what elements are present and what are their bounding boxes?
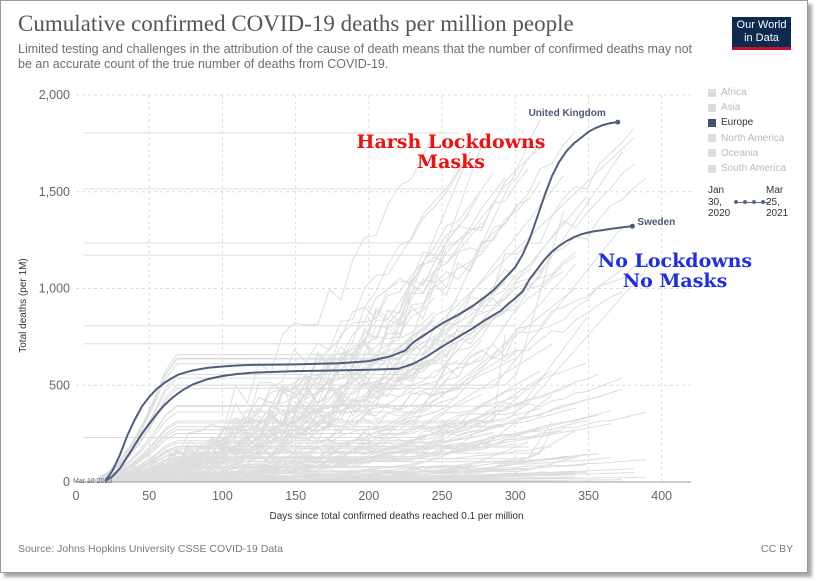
background-country-line [83, 410, 611, 483]
chart-frame: Cumulative confirmed COVID-19 deaths per… [0, 0, 808, 573]
annotation-blue-line-1: No Lockdowns [597, 250, 753, 272]
background-country-line [83, 399, 529, 483]
timeline-start-label: Jan 30, 2020 [708, 185, 731, 219]
legend-swatch [708, 88, 716, 97]
legend-swatch [708, 149, 716, 158]
series-line-united-kingdom [104, 121, 618, 482]
background-country-line [83, 151, 471, 483]
series-endpoint [615, 119, 621, 125]
line-chart: 0 500 1,000 1,500 2,000 0 50 100 150 200 250 300 350… [18, 88, 691, 522]
annotation-red-line-1: Harsh Lockdowns [356, 131, 546, 153]
legend-item-europe[interactable]: Europe [708, 115, 786, 130]
region-legend: Africa Asia Europe North America Oceania Sout… [708, 85, 786, 176]
chart-title: Cumulative confirmed COVID-19 deaths per… [18, 11, 574, 36]
legend-label: Africa [721, 87, 747, 99]
annotation-blue-line-2: No Masks [622, 270, 728, 292]
series-label: Sweden [637, 217, 675, 228]
our-world-in-data-logo[interactable]: Our World in Data [732, 17, 791, 50]
legend-swatch [708, 164, 716, 173]
logo-line-2: in Data [744, 32, 779, 44]
background-country-line [83, 195, 588, 483]
annotation-no-lockdowns: No Lockdowns No Masks [587, 251, 763, 291]
legend-label: South America [721, 163, 787, 175]
x-tick-label: 100 [212, 489, 233, 503]
background-country-line [83, 226, 623, 483]
background-country-line [83, 427, 553, 483]
background-country-line [83, 407, 541, 483]
background-country-lines [83, 119, 646, 483]
y-tick-label: 1,000 [39, 282, 70, 296]
background-country-line [83, 394, 553, 483]
legend-swatch [708, 118, 716, 127]
legend-label: Oceania [721, 147, 759, 159]
x-tick-label: 300 [505, 489, 526, 503]
x-tick-label: 400 [651, 489, 672, 503]
annotation-harsh-lockdowns: Harsh Lockdowns Masks [356, 132, 546, 172]
background-country-line [83, 343, 553, 483]
start-date-label: Mar 10 2020 [73, 478, 112, 485]
legend-swatch [708, 103, 716, 112]
background-country-line [83, 269, 646, 483]
background-country-line [83, 256, 553, 483]
license-label[interactable]: CC BY [761, 543, 794, 555]
x-tick-label: 150 [285, 489, 306, 503]
x-tick-label: 200 [358, 489, 379, 503]
legend-swatch [708, 134, 716, 143]
x-tick-label: 0 [73, 489, 80, 503]
y-tick-label: 1,500 [39, 185, 70, 199]
x-axis-label: Days since total confirmed deaths reache… [269, 511, 523, 522]
x-tick-label: 250 [432, 489, 453, 503]
source-note: Source: Johns Hopkins University CSSE CO… [18, 543, 283, 555]
background-country-line [83, 151, 471, 483]
y-tick-label: 500 [49, 378, 70, 392]
x-tick-label: 350 [578, 489, 599, 503]
chart-subtitle: Limited testing and challenges in the at… [18, 42, 693, 71]
background-country-line [83, 464, 588, 483]
legend-item-north-america[interactable]: North America [708, 131, 786, 146]
legend-item-south-america[interactable]: South America [708, 161, 786, 176]
logo-line-1: Our World [736, 19, 787, 31]
background-country-line [83, 317, 588, 483]
background-country-line [83, 360, 459, 483]
legend-item-oceania[interactable]: Oceania [708, 146, 786, 161]
background-country-line [83, 271, 564, 483]
background-country-line [83, 264, 576, 483]
background-country-line [83, 266, 529, 483]
y-tick-label: 0 [63, 475, 70, 489]
series-line-sweden [104, 225, 633, 482]
legend-item-africa[interactable]: Africa [708, 85, 786, 100]
timeline-end-label: Mar 25, 2021 [766, 185, 789, 219]
series-label: United Kingdom [529, 108, 606, 119]
legend-label: Asia [721, 102, 741, 114]
legend-label: Europe [721, 117, 754, 129]
timeline-track[interactable] [734, 200, 770, 204]
legend-label: North America [721, 132, 785, 144]
background-country-line [83, 453, 541, 483]
series-endpoint [629, 223, 635, 229]
legend-item-asia[interactable]: Asia [708, 100, 786, 115]
y-axis-label: Total deaths (per 1M) [18, 258, 29, 353]
annotation-red-line-2: Masks [417, 151, 485, 173]
x-tick-label: 50 [142, 489, 156, 503]
y-tick-label: 2,000 [39, 88, 70, 102]
